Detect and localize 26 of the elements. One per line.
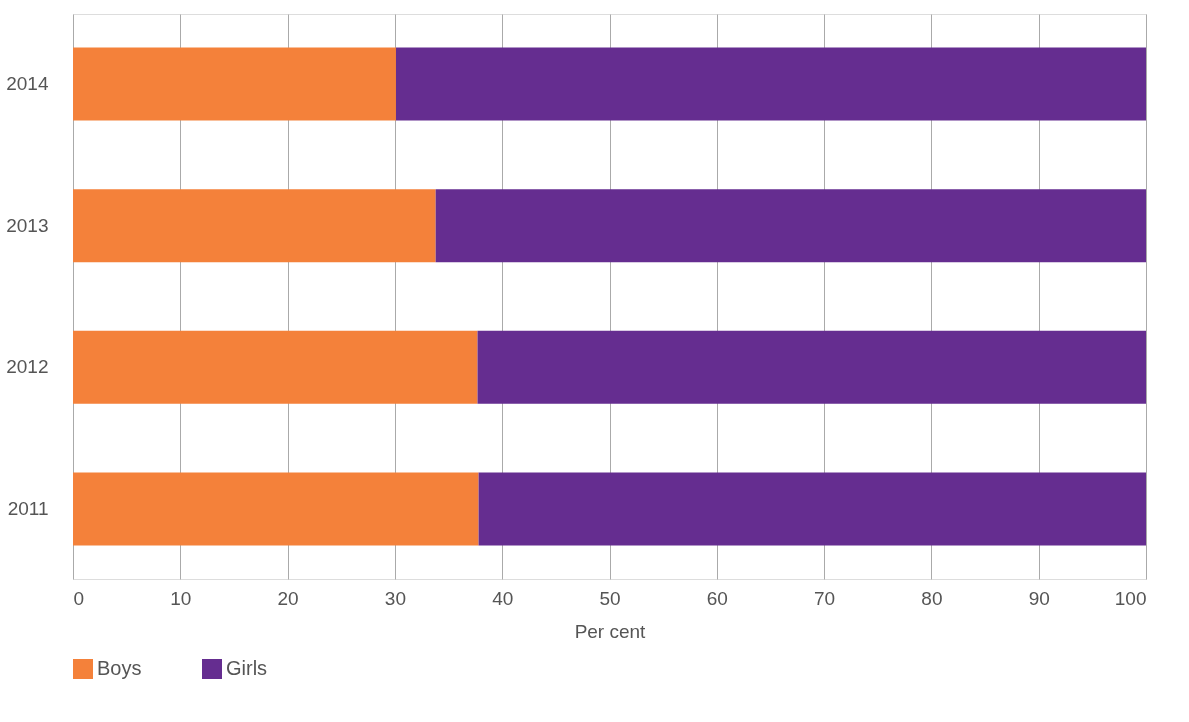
x-tick-label: 90 <box>1028 587 1050 609</box>
y-tick-label: 2013 <box>6 214 49 236</box>
x-tick-label: 80 <box>921 587 943 609</box>
bar <box>73 189 436 263</box>
x-tick-label: 10 <box>170 587 192 609</box>
x-tick-label: 70 <box>814 587 836 609</box>
x-axis-title: Per cent <box>574 620 647 642</box>
x-tick-label: 100 <box>1114 587 1147 609</box>
y-tick-label: 2014 <box>6 73 49 95</box>
x-tick-label: 0 <box>73 587 85 609</box>
x-tick-label: 50 <box>599 587 621 609</box>
y-tick-label: 2012 <box>6 356 49 378</box>
x-tick-label: 20 <box>277 587 299 609</box>
bar <box>73 472 479 546</box>
x-tick-label: 30 <box>384 587 406 609</box>
bar <box>435 189 1146 263</box>
bar <box>73 330 478 404</box>
y-tick-label: 2011 <box>7 497 49 519</box>
bar <box>478 472 1146 546</box>
x-tick-label: 40 <box>492 587 514 609</box>
x-tick-label: 60 <box>706 587 728 609</box>
legend-label: Girls <box>226 657 268 679</box>
bar <box>395 47 1146 121</box>
bar <box>477 330 1146 404</box>
bar <box>73 47 396 121</box>
legend-label: Boys <box>97 657 142 679</box>
